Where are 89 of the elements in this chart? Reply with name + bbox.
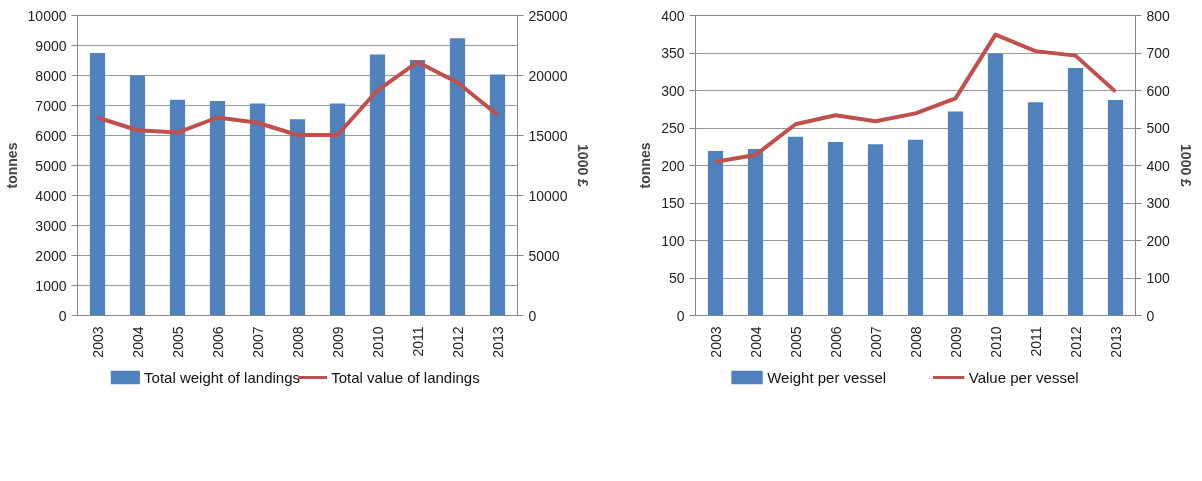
x-tick-label: 2008 xyxy=(289,326,306,358)
bar xyxy=(707,150,724,316)
x-tick-label: 2003 xyxy=(89,326,106,358)
y2-tick-label: 200 xyxy=(1146,232,1171,249)
y-tick-label: 8000 xyxy=(35,67,67,84)
y-tick-label: 350 xyxy=(661,45,685,61)
x-tick-label: 2009 xyxy=(947,326,964,358)
x-tick-label: 2012 xyxy=(449,326,466,358)
bar xyxy=(947,111,964,316)
x-tick-label: 2006 xyxy=(827,326,844,358)
y-tick-label: 9000 xyxy=(35,37,67,54)
y-tick-label: 50 xyxy=(668,270,685,286)
bar xyxy=(907,139,924,316)
y2-tick-label: 0 xyxy=(1146,307,1155,324)
y-tick-label: 0 xyxy=(676,307,685,324)
x-tick-label: 2012 xyxy=(1067,326,1084,358)
x-tick-label: 2005 xyxy=(169,326,186,358)
bar xyxy=(787,136,804,316)
bar xyxy=(169,99,186,316)
bar xyxy=(249,103,266,316)
y-tick-label: 250 xyxy=(661,120,685,136)
y2-tick-label: 15000 xyxy=(528,127,568,144)
bar xyxy=(369,54,386,316)
bar xyxy=(867,144,884,316)
bar xyxy=(1107,99,1124,316)
bar xyxy=(129,75,146,316)
y-tick-label: 2000 xyxy=(35,247,67,264)
y-tick-label: 0 xyxy=(58,307,67,324)
bar xyxy=(289,119,306,316)
bar xyxy=(1027,102,1044,316)
y2-tick-label: 100 xyxy=(1146,270,1171,286)
y-tick-label: 7000 xyxy=(35,97,67,114)
y2-tick-label: 800 xyxy=(1146,7,1171,24)
y-tick-label: 4000 xyxy=(35,187,67,204)
y2-tick-label: 700 xyxy=(1146,45,1171,61)
y2-tick-label: 600 xyxy=(1146,82,1171,99)
y2-tick-label: 10000 xyxy=(528,187,568,204)
bar xyxy=(209,101,226,316)
line-series xyxy=(713,32,1118,164)
y2-tick-label: 5000 xyxy=(528,247,560,264)
bar xyxy=(89,53,106,316)
y-tick-label: 10000 xyxy=(27,7,67,24)
x-tick-label: 2007 xyxy=(867,326,884,358)
y-tick-label: 100 xyxy=(661,232,685,249)
x-tick-label: 2004 xyxy=(129,326,146,358)
legend-label: Value per vessel xyxy=(968,369,1079,386)
legend-label: Total weight of landings xyxy=(144,369,300,386)
y-axis-title: tonnes xyxy=(637,142,654,189)
y-axis-title: tonnes xyxy=(3,142,20,189)
x-tick-label: 2011 xyxy=(1027,326,1044,357)
y2-tick-label: 0 xyxy=(528,307,537,324)
bar xyxy=(747,149,764,316)
y-tick-label: 300 xyxy=(661,82,685,99)
x-tick-label: 2010 xyxy=(369,326,386,358)
y-tick-label: 200 xyxy=(661,157,685,174)
x-tick-label: 2008 xyxy=(907,326,924,358)
x-tick-label: 2003 xyxy=(707,326,724,358)
y2-tick-label: 20000 xyxy=(528,67,568,84)
x-tick-label: 2013 xyxy=(1107,326,1124,358)
y-tick-label: 150 xyxy=(661,195,685,211)
x-tick-label: 2009 xyxy=(329,326,346,358)
x-tick-label: 2007 xyxy=(249,326,266,358)
x-tick-label: 2005 xyxy=(787,326,804,358)
legend-label: Weight per vessel xyxy=(767,369,887,386)
bar xyxy=(987,53,1004,316)
y2-tick-label: 25000 xyxy=(528,7,568,24)
y2-tick-label: 300 xyxy=(1146,195,1171,211)
x-tick-label: 2004 xyxy=(747,326,764,358)
y-tick-label: 3000 xyxy=(35,217,67,234)
y2-tick-label: 500 xyxy=(1146,120,1171,136)
y2-axis-title: 1000 £ xyxy=(575,144,592,188)
bar xyxy=(827,141,844,316)
bar xyxy=(489,74,506,316)
x-tick-label: 2010 xyxy=(987,326,1004,358)
bar xyxy=(329,103,346,316)
bar xyxy=(1067,68,1084,316)
y-tick-label: 400 xyxy=(661,7,685,24)
y-tick-label: 6000 xyxy=(35,127,67,144)
bar xyxy=(409,59,426,316)
x-tick-label: 2006 xyxy=(209,326,226,358)
x-tick-label: 2013 xyxy=(489,326,506,358)
legend-label: Total value of landings xyxy=(331,369,480,386)
y2-axis-title: 1000 £ xyxy=(1177,144,1194,188)
bar xyxy=(449,38,466,316)
y-tick-label: 5000 xyxy=(35,157,67,174)
y-tick-label: 1000 xyxy=(35,277,67,294)
x-tick-label: 2011 xyxy=(409,326,426,357)
line-series xyxy=(95,60,500,138)
y2-tick-label: 400 xyxy=(1146,157,1171,174)
